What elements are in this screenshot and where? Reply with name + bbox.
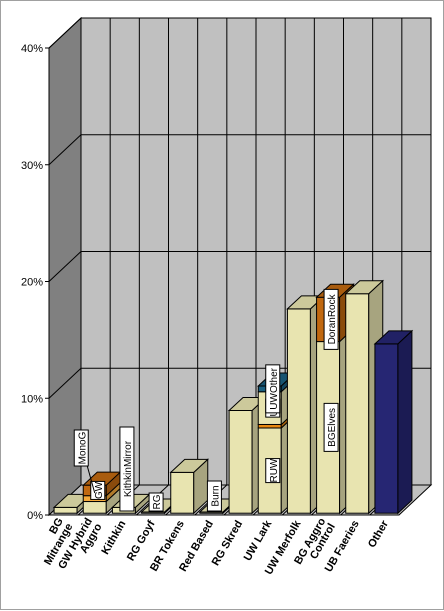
data-label-box	[265, 458, 281, 484]
data-label: BGElves	[323, 402, 339, 452]
y-tick-label: 0%	[27, 510, 43, 522]
gridline-side	[48, 17, 82, 49]
bar-front	[286, 308, 311, 514]
bar-top	[373, 330, 414, 345]
data-label-box	[90, 480, 106, 500]
data-label-box	[73, 429, 89, 467]
data-label-text: UWOther	[269, 367, 280, 409]
data-label: MonoG	[73, 429, 89, 467]
bar-front	[82, 501, 107, 514]
data-label-box	[148, 492, 164, 512]
data-label-box	[206, 480, 222, 512]
bar-top	[169, 458, 210, 473]
x-tick-label: Kithkin	[99, 518, 128, 557]
data-label-text: MonoG	[77, 431, 88, 464]
data-label-text: BGElves	[327, 408, 338, 447]
bar-front	[53, 506, 78, 514]
data-label: DoranRock	[323, 288, 339, 350]
gridline-side	[48, 367, 82, 399]
data-label-text: GW	[94, 481, 105, 499]
data-label: RG	[148, 492, 164, 512]
data-label-text: Burn	[210, 485, 221, 506]
bar-front	[345, 293, 370, 514]
gridline-side	[48, 134, 82, 166]
data-label-text: KithkinMirror	[123, 440, 134, 497]
y-tick-label: 20%	[21, 277, 43, 289]
data-label-box	[265, 364, 281, 414]
bar-front	[257, 423, 282, 429]
bar-front	[170, 471, 195, 514]
data-label: UWOther	[265, 364, 281, 414]
y-tick-label: 10%	[21, 393, 43, 405]
x-tick-label: UW Lark	[242, 518, 275, 563]
y-tick-label: 30%	[21, 160, 43, 172]
data-label-box	[323, 288, 339, 350]
data-label-text: RUW	[269, 458, 280, 482]
bar-side	[397, 329, 413, 515]
data-label-box	[119, 426, 135, 512]
data-label-text: DoranRock	[327, 293, 338, 344]
data-label-box	[323, 402, 339, 452]
x-tick-label: Other	[366, 518, 391, 550]
bar-front	[228, 409, 253, 514]
y-tick-label: 40%	[21, 43, 43, 55]
data-label: RUW	[265, 458, 281, 484]
bar-front	[374, 343, 399, 514]
bar-segment	[169, 458, 210, 515]
data-label-leader	[86, 465, 96, 494]
data-label: Burn	[206, 480, 222, 512]
data-label: KithkinMirror	[119, 426, 135, 512]
x-tick-label: RG Goyf	[125, 518, 158, 563]
data-label-text: RG	[152, 494, 163, 509]
bar-segment	[373, 329, 414, 515]
gridline-side	[48, 251, 82, 282]
data-label: GW	[90, 480, 106, 500]
bar-top	[344, 280, 385, 295]
